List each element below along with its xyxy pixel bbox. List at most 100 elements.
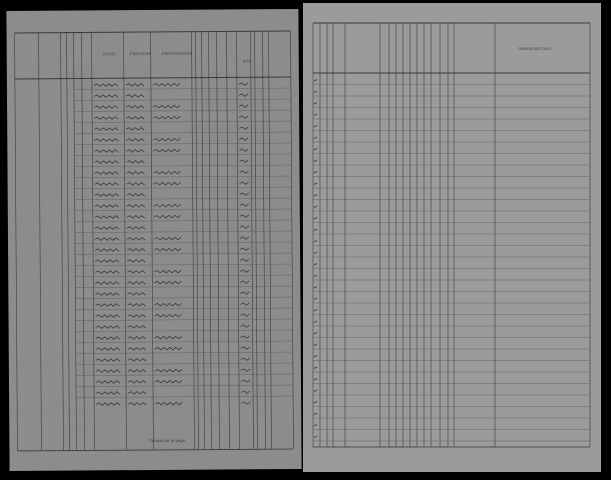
handwritten-age (239, 181, 249, 185)
grid-line (268, 31, 272, 450)
handwritten-profession (154, 313, 182, 318)
handwritten-profession (153, 236, 182, 241)
handwritten-age (239, 137, 249, 141)
row-tick-mark (313, 412, 318, 415)
handwritten-profession (154, 269, 182, 274)
row-tick-mark (313, 366, 318, 369)
row-tick-mark (313, 297, 318, 300)
handwritten-profession (153, 214, 182, 219)
grid-line (250, 31, 254, 450)
row-tick-mark (313, 79, 318, 82)
grid-line (236, 31, 240, 450)
handwritten-age (240, 280, 250, 284)
header-observations: OBSERVATIONS (518, 47, 552, 51)
grid-line (38, 32, 42, 451)
handwritten-name (94, 160, 119, 164)
row-tick-mark (313, 286, 318, 289)
handwritten-profession (154, 335, 182, 340)
handwritten-age (240, 324, 250, 328)
handwritten-first-name (126, 226, 146, 230)
handwritten-first-name (126, 237, 146, 241)
row-tick-mark (313, 378, 318, 381)
handwritten-name (94, 226, 120, 230)
handwritten-name (93, 105, 119, 109)
handwritten-name (95, 380, 121, 384)
grid-line (66, 32, 70, 451)
handwritten-age (240, 269, 250, 273)
row-tick-mark (313, 217, 318, 220)
row-tick-mark (313, 102, 318, 105)
row-tick-mark (313, 263, 318, 266)
grid-line (123, 32, 127, 451)
handwritten-first-name (126, 248, 146, 252)
grid-line (191, 31, 195, 450)
grid-line (76, 384, 294, 387)
handwritten-age (238, 82, 249, 86)
handwritten-profession (154, 346, 182, 351)
handwritten-age (239, 203, 249, 207)
grid-line (226, 31, 230, 450)
handwritten-name (95, 336, 120, 340)
grid-line (75, 241, 293, 244)
grid-line (74, 131, 292, 134)
header-names: NOMS (102, 52, 116, 57)
handwritten-age (239, 159, 249, 163)
handwritten-profession (153, 203, 181, 208)
grid-line (74, 197, 292, 200)
handwritten-first-name (127, 358, 147, 362)
header-professions: PROFESSIONS (161, 51, 193, 56)
handwritten-name (95, 369, 121, 373)
grid-line (91, 32, 95, 451)
handwritten-first-name (127, 391, 147, 395)
handwritten-first-name (127, 270, 146, 274)
grid-line (75, 263, 293, 266)
row-tick-mark (313, 389, 318, 392)
row-tick-mark (313, 320, 318, 323)
handwritten-age (239, 236, 250, 240)
handwritten-name (94, 204, 119, 208)
grid-line (75, 274, 293, 277)
grid-line (74, 219, 292, 222)
row-tick-mark (313, 136, 318, 139)
row-tick-mark (313, 159, 318, 162)
handwritten-age (238, 93, 249, 97)
handwritten-name (95, 314, 120, 318)
handwritten-name (94, 149, 119, 153)
handwritten-age (239, 148, 249, 152)
handwritten-first-name (125, 105, 145, 109)
handwritten-profession (153, 137, 181, 142)
handwritten-age (240, 401, 251, 405)
grid-line (195, 31, 199, 450)
row-tick-mark (313, 171, 318, 174)
row-tick-mark (313, 148, 318, 151)
handwritten-age (240, 368, 251, 372)
row-tick-mark (313, 424, 318, 427)
grid-line (74, 164, 292, 167)
handwritten-profession (152, 104, 181, 109)
grid-line (74, 153, 292, 156)
handwritten-age (240, 346, 250, 350)
row-tick-mark (313, 240, 318, 243)
grid-line (75, 373, 293, 376)
handwritten-first-name (126, 215, 146, 219)
handwritten-first-name (127, 369, 147, 373)
grid-line (75, 252, 293, 255)
handwritten-profession (154, 401, 183, 406)
handwritten-first-name (126, 127, 145, 131)
handwritten-age (240, 390, 251, 394)
handwritten-first-name (127, 314, 146, 318)
handwritten-name (93, 116, 119, 120)
handwritten-age (238, 104, 249, 108)
handwritten-first-name (126, 171, 145, 175)
handwritten-name (93, 94, 119, 98)
right-page: OBSERVATIONS (303, 3, 601, 472)
handwritten-first-name (126, 193, 145, 197)
handwritten-profession (153, 170, 181, 175)
handwritten-age (239, 258, 250, 262)
row-tick-mark (313, 343, 318, 346)
handwritten-name (94, 248, 120, 252)
handwritten-first-name (126, 149, 145, 153)
handwritten-age (239, 126, 249, 130)
row-tick-mark (313, 113, 318, 116)
handwritten-age (239, 247, 250, 251)
